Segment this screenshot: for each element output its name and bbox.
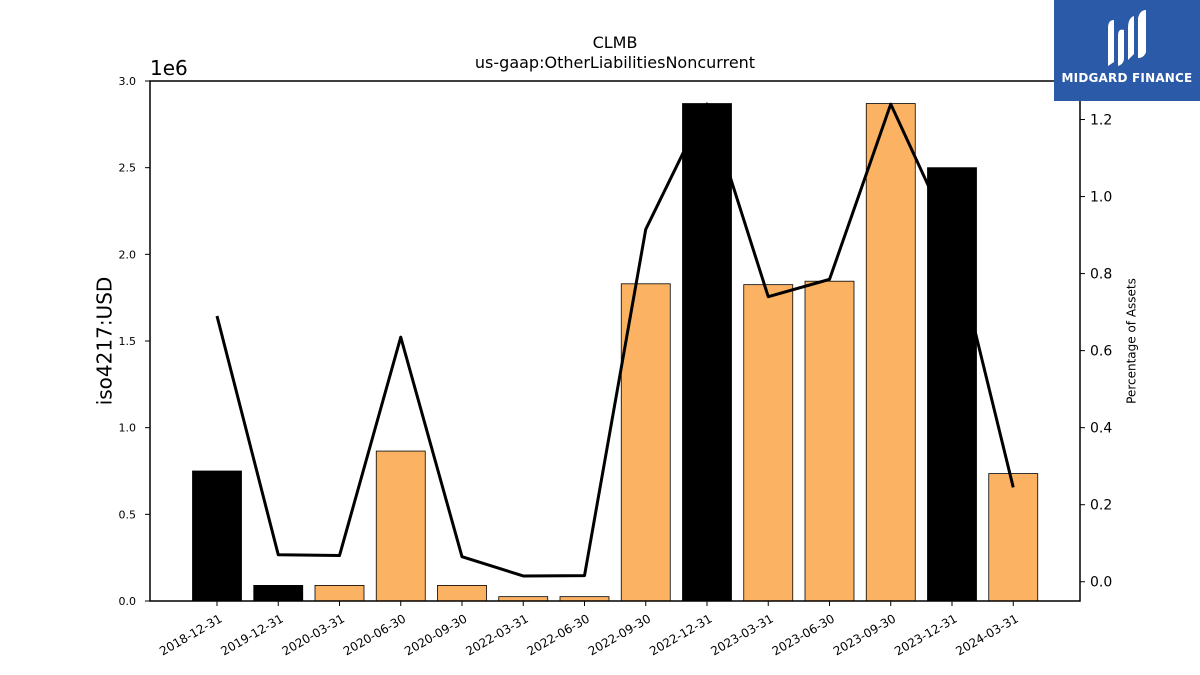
y-tick-label: 3.0 bbox=[119, 75, 137, 88]
x-tick-label: 2019-12-31 bbox=[218, 611, 285, 658]
bar bbox=[804, 280, 855, 602]
y2-tick-label: 0.6 bbox=[1090, 344, 1112, 360]
x-tick-label: 2018-12-31 bbox=[157, 611, 224, 658]
y-tick-label: 2.5 bbox=[119, 162, 137, 175]
logo-text: MIDGARD FINANCE bbox=[1061, 71, 1193, 85]
chart-title: CLMB bbox=[592, 33, 638, 52]
y-tick-label: 0.5 bbox=[119, 508, 137, 521]
y-tick-label: 2.0 bbox=[119, 248, 137, 261]
midgard-finance-logo: MIDGARD FINANCE bbox=[1054, 0, 1200, 101]
y-tick-label: 0.0 bbox=[119, 595, 137, 608]
bar bbox=[314, 585, 365, 602]
bar bbox=[865, 103, 916, 602]
y-offset-label: 1e6 bbox=[150, 56, 188, 80]
x-tick-label: 2023-03-31 bbox=[708, 611, 775, 658]
y2-tick-label: 0.0 bbox=[1090, 575, 1112, 591]
x-tick-label: 2023-09-30 bbox=[831, 611, 898, 658]
y2-tick-label: 0.2 bbox=[1090, 498, 1112, 514]
logo-mark-icon bbox=[1108, 10, 1146, 67]
y2-tick-label: 1.2 bbox=[1090, 113, 1112, 129]
line-group bbox=[215, 102, 1015, 578]
x-tick-label: 2024-03-31 bbox=[953, 611, 1020, 658]
bar bbox=[743, 284, 794, 602]
x-tick-label: 2022-03-31 bbox=[463, 611, 530, 658]
bar bbox=[927, 167, 977, 602]
bar bbox=[192, 470, 242, 602]
y-tick-label: 1.5 bbox=[119, 335, 137, 348]
x-tick-label: 2023-12-31 bbox=[892, 611, 959, 658]
bar bbox=[988, 473, 1039, 602]
bar bbox=[253, 585, 304, 602]
bar bbox=[437, 585, 487, 602]
x-tick-label: 2020-06-30 bbox=[341, 611, 408, 658]
y-tick-label: 1.0 bbox=[119, 422, 137, 435]
y-axis-label: iso4217:USD bbox=[93, 277, 117, 406]
chart-subtitle: us-gaap:OtherLiabilitiesNoncurrent bbox=[474, 53, 756, 72]
line-series bbox=[215, 102, 1015, 578]
x-tick-label: 2022-12-31 bbox=[647, 611, 714, 658]
bar-group bbox=[192, 103, 1039, 602]
x-tick-label: 2020-09-30 bbox=[402, 611, 469, 658]
bar bbox=[375, 450, 426, 602]
y2-axis-label: Percentage of Assets bbox=[1125, 278, 1139, 404]
y2-tick-label: 0.4 bbox=[1090, 421, 1112, 437]
y2-tick-label: 1.0 bbox=[1090, 190, 1112, 206]
x-tick-label: 2020-03-31 bbox=[280, 611, 347, 658]
x-tick-label: 2022-06-30 bbox=[525, 611, 592, 658]
y2-tick-label: 0.8 bbox=[1090, 267, 1112, 283]
bar bbox=[682, 103, 732, 602]
x-tick-label: 2022-09-30 bbox=[586, 611, 653, 658]
x-tick-label: 2023-06-30 bbox=[770, 611, 837, 658]
bar bbox=[620, 283, 671, 602]
